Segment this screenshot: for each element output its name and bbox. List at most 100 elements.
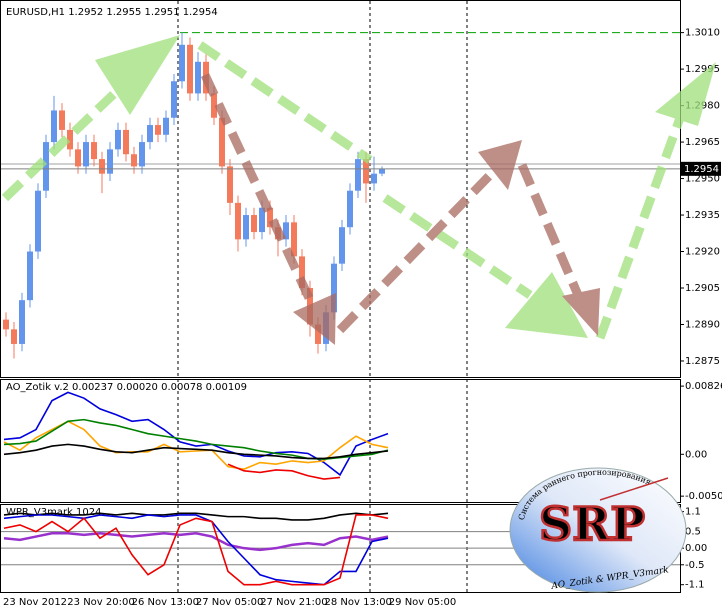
y-tick-label: -0.00507 bbox=[685, 491, 722, 502]
indicator-title: WPR_V3mark 1024 bbox=[6, 507, 101, 518]
candle-body bbox=[211, 93, 217, 118]
candle-body bbox=[315, 324, 321, 344]
indicator-line bbox=[3, 391, 389, 477]
candle-body bbox=[163, 117, 169, 135]
candle-body bbox=[51, 110, 57, 143]
candle-body bbox=[227, 166, 233, 203]
candle-body bbox=[139, 142, 145, 167]
arrow-head bbox=[505, 272, 588, 338]
arrow-line bbox=[200, 73, 315, 302]
ao-panel bbox=[0, 379, 681, 503]
y-tick-label: 0.00826 bbox=[685, 381, 722, 392]
y-tick-label: 1.2875 bbox=[685, 356, 720, 367]
y-tick-label: 1.1 bbox=[685, 507, 701, 518]
arrow-head bbox=[562, 288, 600, 336]
indicator-line bbox=[3, 418, 389, 461]
logo: Система раннего прогнозирования SRP AO_Z… bbox=[509, 467, 687, 593]
arrow-line bbox=[197, 41, 373, 164]
current-price-box bbox=[681, 161, 721, 176]
arrow-line bbox=[1, 84, 124, 202]
arrow-head bbox=[293, 293, 336, 345]
x-tick-label: 27 Nov 21:00 bbox=[260, 597, 327, 608]
candle-body bbox=[179, 44, 185, 82]
arrow-line bbox=[336, 171, 494, 334]
candle-body bbox=[83, 142, 89, 167]
candle-body bbox=[267, 207, 273, 228]
candle-body bbox=[347, 190, 353, 228]
arrow-line bbox=[595, 116, 685, 340]
candle-body bbox=[75, 149, 81, 167]
arrow-head bbox=[95, 35, 180, 115]
candle-body bbox=[147, 125, 153, 143]
candle-body bbox=[171, 81, 177, 118]
arrow-head bbox=[478, 140, 522, 190]
candle-body bbox=[219, 117, 225, 167]
indicator-line bbox=[3, 531, 389, 552]
indicator-title: AO_Zotik v.2 0.00237 0.00020 0.00078 0.0… bbox=[6, 382, 247, 393]
y-tick-label: 1.2950 bbox=[685, 174, 720, 185]
candle-body bbox=[379, 168, 385, 174]
candle-body bbox=[331, 263, 337, 313]
candle-body bbox=[131, 154, 137, 167]
candle-body bbox=[155, 125, 161, 135]
candle-body bbox=[291, 222, 297, 257]
candle-body bbox=[123, 129, 129, 155]
logo-text: SRP bbox=[539, 497, 645, 551]
y-tick-label: 1.2890 bbox=[685, 319, 720, 330]
y-tick-label: 1.2905 bbox=[685, 283, 720, 294]
candle-body bbox=[59, 110, 65, 130]
candle-body bbox=[243, 215, 249, 240]
price-panel bbox=[0, 0, 681, 378]
candle-body bbox=[27, 251, 33, 301]
indicator-line bbox=[227, 463, 341, 480]
logo-badge bbox=[509, 467, 687, 593]
arrow-line bbox=[517, 163, 583, 297]
candle-body bbox=[3, 319, 9, 330]
chart-title: EURUSD,H1 1.2952 1.2955 1.2951 1.2954 bbox=[6, 7, 218, 18]
candle-body bbox=[11, 329, 17, 344]
indicator-line bbox=[3, 514, 389, 586]
candle-body bbox=[91, 142, 97, 160]
y-tick-label: 1.2965 bbox=[685, 137, 720, 148]
logo-arrow bbox=[599, 477, 669, 501]
candle-body bbox=[115, 129, 121, 150]
candle-body bbox=[195, 61, 201, 94]
x-tick-label: 28 Nov 13:00 bbox=[325, 597, 392, 608]
y-tick-label: 1.2920 bbox=[685, 247, 720, 258]
indicator-line bbox=[3, 512, 389, 521]
indicator-line bbox=[3, 443, 389, 460]
y-tick-label: 0.00 bbox=[685, 449, 707, 460]
x-tick-label: 23 Nov 2012 bbox=[3, 597, 67, 608]
candle-body bbox=[19, 300, 25, 344]
candle-body bbox=[67, 129, 73, 150]
y-tick-label: 1.2995 bbox=[685, 64, 720, 75]
x-tick-label: 27 Nov 05:00 bbox=[196, 597, 263, 608]
candle-body bbox=[363, 159, 369, 184]
candle-body bbox=[99, 159, 105, 174]
forecast-arrows bbox=[1, 35, 716, 345]
candle-body bbox=[259, 207, 265, 233]
x-tick-label: 23 Nov 20:00 bbox=[67, 597, 134, 608]
candle-body bbox=[371, 173, 377, 184]
candle-body bbox=[355, 159, 361, 191]
y-tick-label: -1.1 bbox=[685, 580, 705, 591]
current-price-label: 1.2954 bbox=[684, 164, 719, 175]
candle-body bbox=[187, 44, 193, 94]
arrow-line bbox=[382, 194, 533, 299]
y-tick-label: 1.2935 bbox=[685, 210, 720, 221]
arrow-head bbox=[655, 62, 716, 126]
candle-body bbox=[299, 256, 305, 289]
marks: 1.28751.28901.29051.29201.29351.29501.29… bbox=[1, 28, 722, 608]
y-tick-label: 0.00 bbox=[685, 543, 707, 554]
candle-body bbox=[251, 215, 257, 233]
y-tick-label: 0.5 bbox=[685, 527, 701, 538]
candle-body bbox=[107, 149, 113, 174]
candle-body bbox=[43, 142, 49, 191]
candle-body bbox=[339, 227, 345, 264]
y-tick-label: 1.3010 bbox=[685, 28, 720, 39]
y-tick-label: -0.5 bbox=[685, 560, 705, 571]
candle-body bbox=[283, 222, 289, 240]
x-tick-label: 26 Nov 13:00 bbox=[132, 597, 199, 608]
candle-body bbox=[235, 202, 241, 240]
